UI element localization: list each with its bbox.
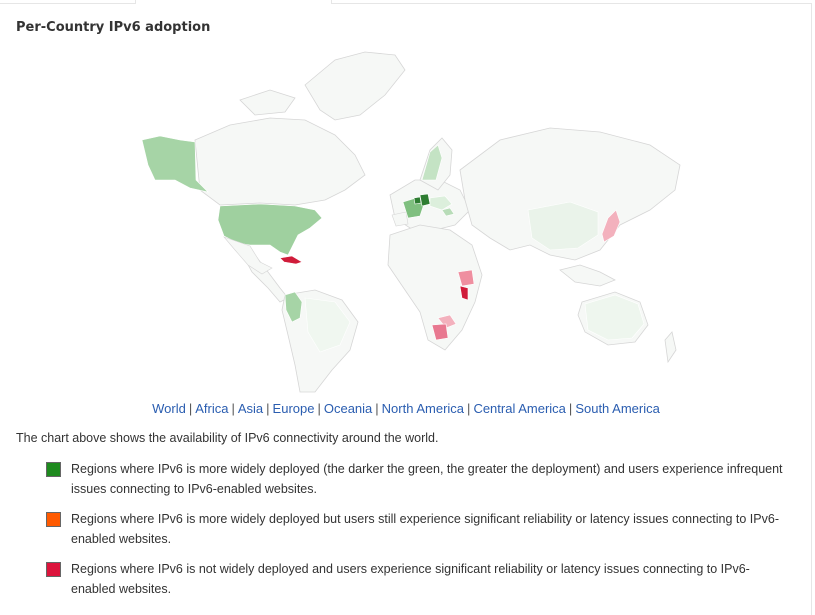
chart-description: The chart above shows the availability o… bbox=[16, 431, 439, 445]
highlighted-regions bbox=[141, 135, 645, 353]
japan bbox=[601, 209, 621, 243]
region-link-europe[interactable]: Europe bbox=[272, 401, 315, 416]
nav-separator: | bbox=[231, 401, 235, 416]
nav-separator: | bbox=[188, 401, 193, 416]
region-nav: World | Africa | Asia | Europe | Oceania | North A… bbox=[0, 401, 812, 416]
alaska bbox=[141, 135, 209, 193]
tab-stub bbox=[135, 0, 332, 4]
region-link-north-america[interactable]: North America bbox=[381, 401, 465, 416]
nav-separator: | bbox=[375, 401, 379, 416]
nav-separator: | bbox=[467, 401, 471, 416]
legend-swatch-red bbox=[46, 562, 61, 577]
greenland bbox=[304, 51, 406, 121]
canada bbox=[194, 117, 366, 206]
region-link-south-america[interactable]: South America bbox=[575, 401, 660, 416]
content-panel bbox=[0, 3, 812, 615]
australia-tint bbox=[584, 294, 645, 341]
kenya bbox=[459, 285, 469, 301]
region-link-asia[interactable]: Asia bbox=[237, 401, 264, 416]
iberia bbox=[391, 211, 409, 227]
nav-separator: | bbox=[266, 401, 270, 416]
belgium bbox=[413, 196, 422, 205]
region-link-africa[interactable]: Africa bbox=[195, 401, 229, 416]
legend-text-green: Regions where IPv6 is more widely deploy… bbox=[71, 462, 783, 496]
brazil-tint bbox=[304, 297, 351, 353]
botswana bbox=[431, 323, 449, 341]
mexico bbox=[223, 236, 273, 275]
world-map[interactable] bbox=[120, 40, 700, 400]
chart-title: Per-Country IPv6 adoption bbox=[16, 20, 211, 35]
nav-separator: | bbox=[317, 401, 321, 416]
new-zealand bbox=[664, 331, 677, 364]
ethiopia bbox=[457, 269, 475, 287]
se-asia-islands bbox=[559, 264, 616, 287]
romania bbox=[441, 207, 455, 217]
peru bbox=[284, 291, 303, 323]
legend-text-red: Regions where IPv6 is not widely deploye… bbox=[71, 562, 750, 596]
scandinavia-green bbox=[421, 144, 443, 181]
china bbox=[527, 201, 599, 251]
germany bbox=[419, 193, 431, 207]
nav-separator: | bbox=[568, 401, 573, 416]
legend-text-orange: Regions where IPv6 is more widely deploy… bbox=[71, 512, 779, 546]
cuba bbox=[279, 255, 303, 265]
africa bbox=[387, 224, 483, 351]
region-link-oceania[interactable]: Oceania bbox=[323, 401, 373, 416]
region-link-central-america[interactable]: Central America bbox=[473, 401, 566, 416]
central-europe bbox=[429, 195, 453, 211]
legend-swatch-orange bbox=[46, 512, 61, 527]
legend-swatch-green bbox=[46, 462, 61, 477]
arctic-islands bbox=[239, 89, 296, 116]
region-link-world[interactable]: World bbox=[152, 401, 186, 416]
